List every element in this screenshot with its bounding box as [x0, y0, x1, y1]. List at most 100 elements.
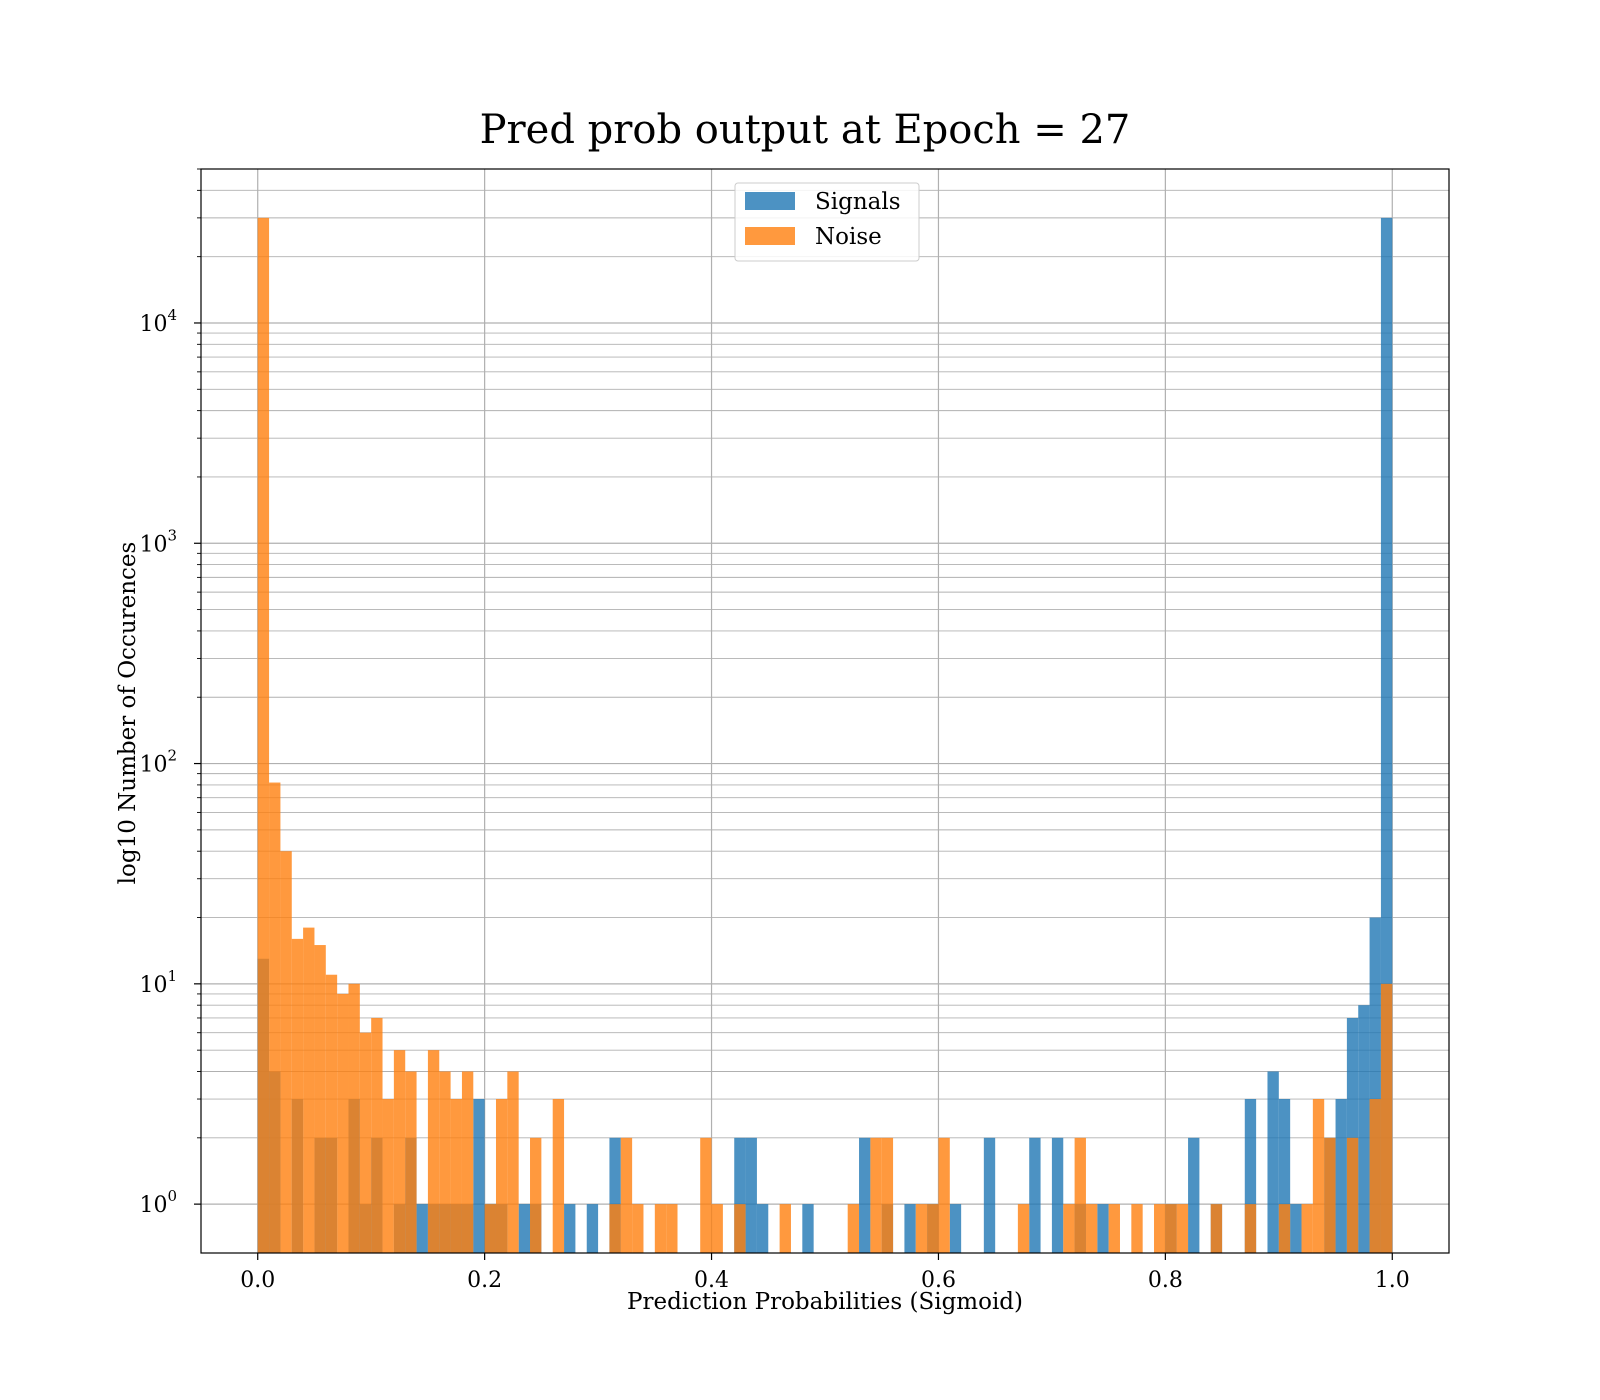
y-tick-label: 102: [139, 747, 177, 778]
legend: Signals Noise: [734, 182, 920, 262]
bar-noise: [1244, 1204, 1257, 1253]
bar-noise: [303, 927, 315, 1253]
x-tick-label: 0.6: [921, 1268, 956, 1293]
bar-noise: [711, 1204, 723, 1253]
bar-signals: [1335, 1099, 1347, 1253]
bar-noise: [1380, 983, 1393, 1253]
bar-signals: [1051, 1137, 1064, 1253]
bar-noise: [1165, 1204, 1177, 1253]
bar-noise: [1154, 1204, 1166, 1253]
bar-noise: [1278, 1204, 1291, 1253]
bar-noise: [1346, 1137, 1359, 1253]
bar-noise: [779, 1204, 791, 1253]
bar-noise: [1108, 1204, 1120, 1253]
bar-signals: [1267, 1071, 1279, 1253]
bar-noise: [1131, 1204, 1143, 1253]
x-tick-label: 0.2: [467, 1268, 502, 1293]
bar-signals: [586, 1204, 599, 1253]
bar-noise: [1074, 1137, 1086, 1253]
bar-signals: [1244, 1099, 1257, 1253]
bar-noise: [530, 1137, 542, 1253]
bar-signals: [756, 1204, 769, 1253]
bar-noise: [280, 851, 292, 1253]
bar-noise: [461, 1071, 474, 1253]
bar-signals: [1188, 1137, 1200, 1253]
bar-noise: [881, 1137, 894, 1253]
bar-signals: [609, 1137, 621, 1253]
bar-noise: [666, 1204, 678, 1253]
bar-noise: [1369, 1099, 1381, 1253]
legend-swatch-noise: [745, 227, 795, 245]
bar-signals: [1278, 1099, 1291, 1253]
bar-signals: [859, 1137, 871, 1253]
bar-noise: [450, 1099, 462, 1253]
x-tick-label: 0.4: [694, 1268, 729, 1293]
y-tick-label: 101: [139, 967, 177, 998]
bar-signals: [1358, 1005, 1370, 1253]
bar-noise: [439, 1071, 451, 1253]
bar-noise: [915, 1204, 928, 1253]
bar-noise: [552, 1099, 565, 1253]
bar-noise: [1301, 1204, 1313, 1253]
bar-signals: [1380, 217, 1393, 1254]
bar-noise: [870, 1137, 882, 1253]
bar-noise: [507, 1071, 519, 1253]
bar-noise: [427, 1050, 440, 1253]
bar-noise: [938, 1137, 950, 1253]
x-tick-label: 0.0: [240, 1268, 275, 1293]
bars: [257, 217, 1393, 1254]
legend-label-signals: Signals: [815, 189, 901, 215]
y-axis-ticks: 100 101 102 103 104: [139, 168, 201, 1218]
chart-title: Pred prob output at Epoch = 27: [480, 107, 1131, 153]
bar-noise: [325, 974, 338, 1253]
bar-noise: [495, 1099, 508, 1253]
bar-signals: [904, 1204, 916, 1253]
bar-noise: [405, 1071, 417, 1253]
bar-noise: [1085, 1204, 1098, 1253]
bar-noise: [654, 1204, 667, 1253]
bar-noise: [291, 938, 304, 1253]
bar-noise: [348, 983, 360, 1253]
bar-noise: [1176, 1204, 1189, 1253]
bar-signals: [473, 1099, 485, 1253]
plot-frame: [200, 168, 1450, 1254]
bar-noise: [382, 1099, 394, 1253]
bar-noise: [700, 1137, 712, 1253]
bar-noise: [632, 1204, 644, 1253]
x-tick-label: 1.0: [1375, 1268, 1410, 1293]
bar-noise: [1324, 1137, 1336, 1253]
bar-signals: [1029, 1137, 1041, 1253]
bar-noise: [609, 1204, 621, 1253]
legend-swatch-signals: [745, 192, 795, 210]
bar-signals: [949, 1204, 962, 1253]
bar-signals: [564, 1204, 576, 1253]
bar-noise: [359, 1032, 372, 1253]
bar-signals: [745, 1137, 757, 1253]
bar-noise: [1312, 1099, 1325, 1253]
bar-noise: [734, 1204, 746, 1253]
bar-signals: [1097, 1204, 1109, 1253]
bar-noise: [314, 945, 326, 1253]
bar-signals: [802, 1204, 814, 1253]
y-tick-label: 104: [139, 306, 177, 337]
bar-noise: [484, 1204, 496, 1253]
bar-noise: [620, 1137, 633, 1253]
bar-signals: [1290, 1204, 1302, 1253]
bar-signals: [1369, 917, 1381, 1253]
bar-signals: [416, 1204, 428, 1253]
bar-signals: [983, 1137, 996, 1253]
bar-signals: [1346, 1017, 1359, 1253]
x-axis-ticks: 0.0 0.2 0.4 0.6 0.8 1.0: [240, 1253, 1410, 1293]
bar-signals: [518, 1204, 531, 1253]
legend-label-noise: Noise: [815, 224, 882, 250]
bar-noise: [371, 1017, 383, 1253]
x-axis-label: Prediction Probabilities (Sigmoid): [627, 1289, 1023, 1315]
bar-noise: [269, 782, 281, 1253]
bar-noise: [1017, 1204, 1030, 1253]
bar-noise: [847, 1204, 860, 1253]
y-gridlines: [201, 168, 1449, 1205]
bar-noise: [927, 1204, 939, 1253]
bar-noise: [1063, 1204, 1075, 1253]
y-tick-label: 103: [139, 526, 177, 557]
bar-signals: [734, 1137, 746, 1253]
